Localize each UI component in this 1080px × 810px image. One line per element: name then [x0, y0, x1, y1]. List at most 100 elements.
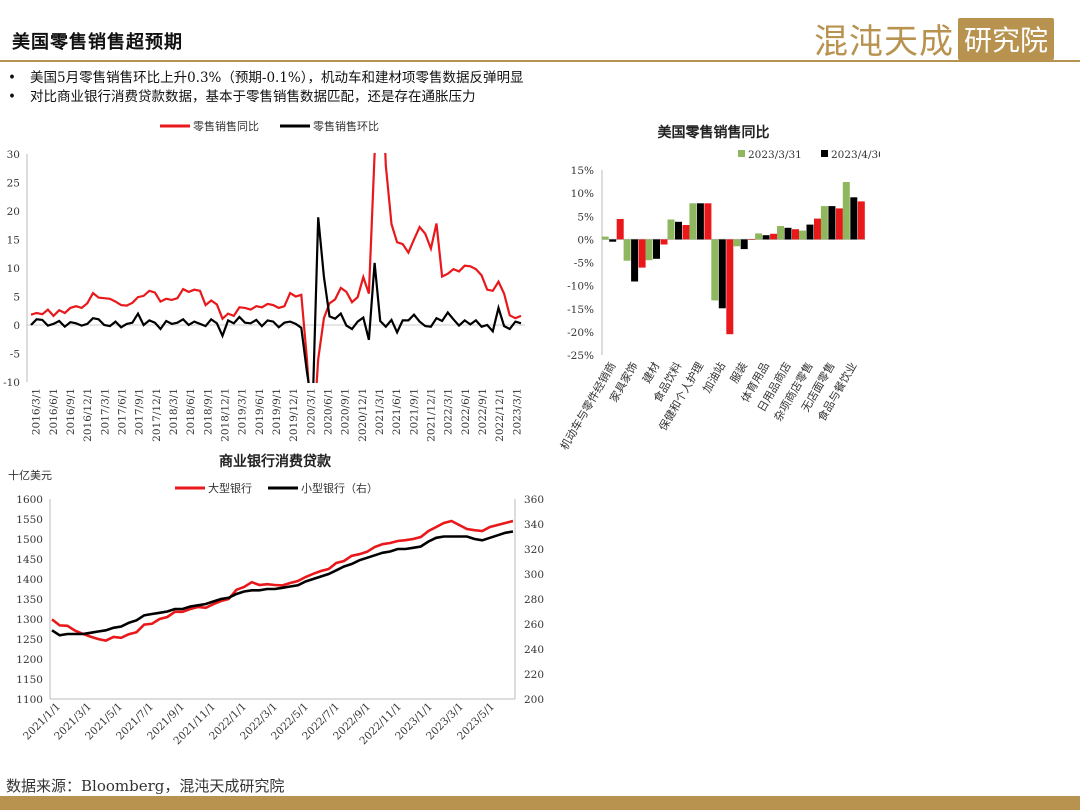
x-tick-label: 2018/6/1 — [185, 388, 197, 435]
y-tick-label: 15 — [7, 235, 20, 247]
bar — [755, 233, 763, 240]
bar — [696, 203, 704, 240]
y2-tick-label: 220 — [524, 669, 544, 681]
y-tick-label: 1500 — [16, 534, 43, 546]
x-tick-label: 2022/9/1 — [477, 388, 489, 435]
y-tick-label: 15% — [571, 165, 594, 177]
bar — [689, 203, 697, 240]
y-tick-label: 25 — [7, 178, 20, 190]
y2-tick-label: 240 — [524, 644, 544, 656]
bar — [638, 239, 646, 268]
source-note: 数据来源：Bloomberg，混沌天成研究院 — [6, 777, 285, 795]
y-tick-label: 1400 — [16, 574, 43, 586]
y-tick-label: 1550 — [16, 514, 43, 526]
legend-swatch — [738, 150, 745, 157]
chart-title: 美国零售销售同比 — [658, 124, 770, 141]
retail-sales-line-chart: -10 -5 0 5 10 15 20 25 30 2016/3/1 2016/6/1 2016/9/… — [3, 119, 525, 442]
bar — [799, 230, 806, 240]
bar — [726, 239, 734, 335]
bar — [770, 233, 778, 240]
y-tick-label: 1300 — [16, 614, 43, 626]
bar — [850, 197, 858, 240]
x-tick-label: 2018/3/1 — [168, 388, 180, 435]
bar — [645, 239, 653, 261]
bullet-item: • 美国5月零售销售环比上升0.3%（预期-0.1%），机动车和建材项零售数据反弹… — [8, 70, 524, 86]
bar — [704, 203, 712, 240]
footer-bar — [0, 796, 1080, 810]
y-tick-label: 5% — [577, 211, 594, 223]
bar — [857, 201, 865, 240]
x-tick-label: 2021/6/1 — [391, 388, 403, 435]
x-tick-label: 2021/3/1 — [374, 388, 386, 435]
header-rule — [0, 60, 1080, 62]
x-tick-label: 2022/12/1 — [494, 388, 506, 442]
y2-tick-label: 280 — [524, 594, 544, 606]
x-category-label: 服装 — [728, 360, 750, 386]
bar — [631, 239, 639, 282]
x-category-label: 机动车与零件经销商 — [557, 360, 619, 453]
y-tick-label: 1600 — [16, 494, 43, 506]
y-tick-label: 10% — [571, 188, 594, 200]
bar — [806, 224, 814, 240]
bar — [667, 219, 675, 240]
series-line-1 — [51, 519, 514, 642]
y-tick-label: 1450 — [16, 554, 43, 566]
bar — [623, 239, 631, 261]
x-tick-label: 2019/6/1 — [254, 388, 266, 435]
x-tick-label: 2016/6/1 — [48, 388, 60, 435]
bar — [835, 208, 843, 240]
y-tick-label: -10 — [3, 377, 20, 389]
y-tick-label: 0% — [577, 234, 594, 246]
y-tick-label: 1350 — [16, 594, 43, 606]
chart-title: 商业银行消费贷款 — [219, 453, 332, 470]
legend-label: 2023/4/30 — [831, 149, 880, 161]
legend-label: 小型银行（右） — [301, 481, 378, 495]
y2-tick-label: 360 — [524, 494, 544, 506]
bar — [748, 239, 756, 240]
y2-tick-label: 340 — [524, 519, 544, 531]
bar — [814, 218, 821, 240]
y-axis-unit-label: 十亿美元 — [8, 468, 52, 482]
x-tick-label: 2022/3/1 — [443, 388, 455, 435]
x-tick-label: 2019/12/1 — [288, 388, 300, 442]
x-tick-label: 2017/12/1 — [151, 388, 163, 442]
y-tick-label: -20% — [567, 327, 594, 339]
y2-tick-label: 200 — [524, 694, 544, 706]
bar — [792, 229, 799, 240]
page-title: 美国零售销售超预期 — [12, 32, 183, 53]
x-tick-label: 2017/9/1 — [134, 388, 146, 435]
bar — [682, 225, 690, 240]
x-category-label: 加油站 — [700, 360, 729, 396]
bar — [842, 182, 850, 240]
x-tick-label: 2020/3/1 — [305, 388, 317, 435]
bullet-list: • 美国5月零售销售环比上升0.3%（预期-0.1%），机动车和建材项零售数据反弹… — [8, 69, 524, 107]
x-tick-label: 2019/9/1 — [271, 388, 283, 435]
y-tick-label: -25% — [567, 350, 594, 362]
x-tick-label: 2018/9/1 — [202, 388, 214, 435]
bullet-item: • 对比商业银行消费贷款数据，基本于零售销售数据匹配，还是存在通胀压力 — [8, 89, 476, 105]
retail-sales-yoy-bar-chart: 美国零售销售同比 2023/3/31 2023/4/30 15% 10% 5% 0% -5% -… — [557, 124, 880, 453]
series-line-1 — [30, 153, 522, 383]
bar — [718, 239, 726, 309]
legend-label: 零售销售环比 — [313, 119, 379, 133]
y2-tick-label: 260 — [524, 619, 544, 631]
y-tick-label: -5 — [10, 349, 20, 361]
x-tick-label: 2020/9/1 — [340, 388, 352, 435]
y-tick-label: 10 — [7, 263, 20, 275]
y2-tick-label: 320 — [524, 544, 544, 556]
logo-script: 混沌天成 — [813, 22, 954, 62]
bar — [740, 239, 748, 250]
bar — [777, 226, 784, 240]
bar — [828, 206, 836, 240]
y-tick-label: -15% — [567, 304, 594, 316]
bar — [653, 239, 660, 259]
x-tick-label: 2017/6/1 — [116, 388, 128, 435]
bar — [711, 239, 719, 301]
y2-tick-label: 300 — [524, 569, 544, 581]
y-tick-label: 1200 — [16, 654, 43, 666]
y-tick-label: 5 — [13, 292, 20, 304]
y-tick-label: 0 — [13, 320, 20, 332]
legend-label: 大型银行 — [208, 481, 252, 495]
x-tick-label: 2017/3/1 — [99, 388, 111, 435]
